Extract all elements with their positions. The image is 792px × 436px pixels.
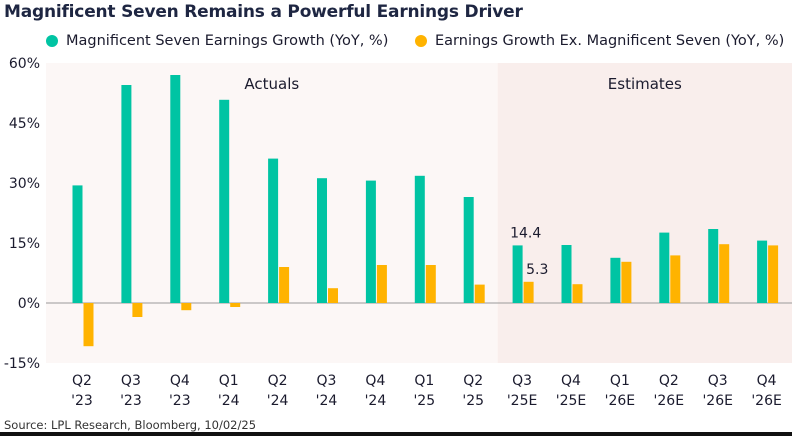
x-tick-label-year: '26E bbox=[654, 393, 685, 409]
bar-mag7-3 bbox=[219, 99, 230, 303]
x-tick-label-year: '23 bbox=[120, 393, 142, 409]
bar-mag7-8 bbox=[463, 197, 474, 303]
x-tick-label-year: '24 bbox=[267, 393, 289, 409]
bar-ex-mag7-0 bbox=[83, 303, 94, 347]
x-tick-label-quarter: Q2 bbox=[659, 373, 679, 389]
y-tick-label: 45% bbox=[9, 116, 40, 132]
bar-mag7-10 bbox=[561, 245, 572, 303]
bar-mag7-13 bbox=[708, 229, 719, 303]
x-tick-label-year: '24 bbox=[218, 393, 240, 409]
x-tick-label-quarter: Q1 bbox=[219, 373, 239, 389]
bar-ex-mag7-14 bbox=[768, 245, 779, 303]
chart-title: Magnificent Seven Remains a Powerful Ear… bbox=[4, 2, 523, 22]
x-tick-label-year: '26E bbox=[751, 393, 782, 409]
x-tick-label-year: '23 bbox=[71, 393, 93, 409]
bottom-rule bbox=[0, 432, 792, 436]
bar-mag7-4 bbox=[268, 158, 279, 303]
data-label: 5.3 bbox=[526, 262, 548, 278]
x-tick-label-year: '25 bbox=[462, 393, 484, 409]
bar-ex-mag7-6 bbox=[376, 265, 387, 303]
bar-ex-mag7-5 bbox=[328, 288, 338, 303]
x-tick-label-quarter: Q4 bbox=[757, 373, 777, 389]
legend-label-mag7: Magnificent Seven Earnings Growth (YoY, … bbox=[66, 33, 389, 49]
x-tick-label-quarter: Q2 bbox=[72, 373, 92, 389]
x-tick-label-year: '23 bbox=[169, 393, 191, 409]
chart-legend: Magnificent Seven Earnings Growth (YoY, … bbox=[0, 33, 792, 53]
bar-mag7-12 bbox=[659, 232, 670, 303]
x-tick-label-year: '26E bbox=[702, 393, 733, 409]
bar-mag7-9 bbox=[512, 245, 523, 303]
bar-ex-mag7-9 bbox=[523, 281, 534, 303]
y-tick-label: 0% bbox=[18, 296, 40, 312]
bar-mag7-14 bbox=[757, 240, 768, 303]
bar-mag7-5 bbox=[317, 178, 327, 303]
bar-mag7-2 bbox=[170, 75, 181, 303]
x-tick-label-year: '24 bbox=[365, 393, 387, 409]
bar-ex-mag7-12 bbox=[670, 255, 681, 303]
bar-mag7-7 bbox=[414, 175, 425, 303]
x-tick-label-quarter: Q2 bbox=[463, 373, 483, 389]
region-background-estimates bbox=[497, 63, 792, 363]
bar-mag7-11 bbox=[610, 257, 621, 303]
x-tick-label-quarter: Q3 bbox=[512, 373, 532, 389]
bar-ex-mag7-1 bbox=[132, 303, 143, 317]
x-tick-label-quarter: Q1 bbox=[610, 373, 630, 389]
bar-ex-mag7-2 bbox=[181, 303, 192, 311]
region-label-actuals: Actuals bbox=[244, 75, 299, 93]
x-tick-label-quarter: Q3 bbox=[708, 373, 728, 389]
y-tick-label: -15% bbox=[4, 356, 40, 372]
bar-ex-mag7-10 bbox=[572, 284, 583, 303]
y-tick-label: 30% bbox=[9, 176, 40, 192]
x-tick-label-year: '25 bbox=[413, 393, 435, 409]
bar-mag7-1 bbox=[121, 85, 132, 303]
bar-ex-mag7-11 bbox=[621, 261, 632, 303]
x-tick-label-quarter: Q4 bbox=[170, 373, 190, 389]
x-tick-label-year: '25E bbox=[507, 393, 538, 409]
y-tick-label: 15% bbox=[9, 236, 40, 252]
x-tick-label-quarter: Q3 bbox=[121, 373, 141, 389]
x-tick-label-quarter: Q3 bbox=[317, 373, 337, 389]
x-tick-label-year: '25E bbox=[556, 393, 587, 409]
y-tick-label: 60% bbox=[9, 56, 40, 72]
data-label: 14.4 bbox=[510, 225, 541, 241]
bar-mag7-6 bbox=[365, 180, 376, 303]
bar-mag7-0 bbox=[72, 185, 83, 303]
source-note: Source: LPL Research, Bloomberg, 10/02/2… bbox=[4, 418, 257, 432]
legend-item-mag7: Magnificent Seven Earnings Growth (YoY, … bbox=[46, 33, 388, 49]
bar-ex-mag7-3 bbox=[230, 303, 241, 307]
region-label-estimates: Estimates bbox=[608, 75, 682, 93]
legend-item-ex-mag7: Earnings Growth Ex. Magnificent Seven (Y… bbox=[415, 33, 784, 49]
bar-ex-mag7-13 bbox=[719, 244, 730, 303]
legend-swatch-mag7 bbox=[46, 35, 58, 47]
legend-swatch-ex-mag7 bbox=[415, 35, 427, 47]
x-tick-label-quarter: Q1 bbox=[414, 373, 434, 389]
x-tick-label-year: '26E bbox=[605, 393, 636, 409]
bar-ex-mag7-4 bbox=[279, 267, 290, 303]
bar-ex-mag7-8 bbox=[474, 284, 485, 303]
x-tick-label-quarter: Q4 bbox=[561, 373, 581, 389]
bar-ex-mag7-7 bbox=[425, 265, 436, 303]
legend-label-ex-mag7: Earnings Growth Ex. Magnificent Seven (Y… bbox=[435, 33, 785, 49]
x-tick-label-year: '24 bbox=[316, 393, 338, 409]
x-tick-label-quarter: Q4 bbox=[365, 373, 385, 389]
x-tick-label-quarter: Q2 bbox=[268, 373, 288, 389]
